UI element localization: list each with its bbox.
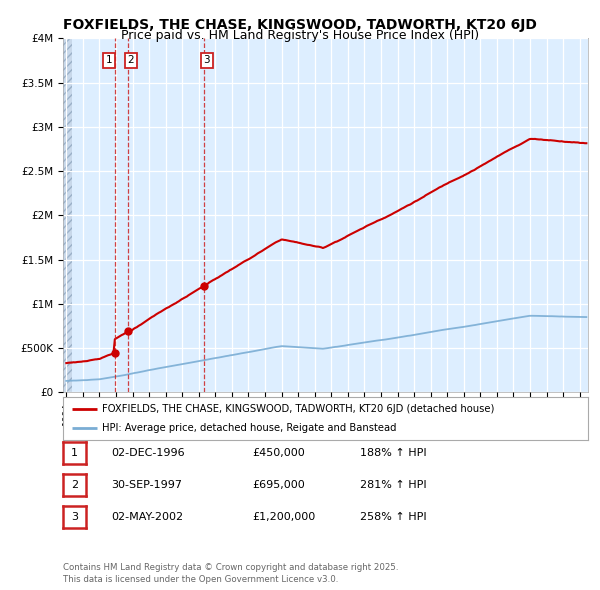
Text: 3: 3	[203, 55, 210, 65]
Text: 2: 2	[71, 480, 78, 490]
Text: 02-DEC-1996: 02-DEC-1996	[111, 448, 185, 458]
Bar	[63, 38, 72, 392]
Text: 30-SEP-1997: 30-SEP-1997	[111, 480, 182, 490]
Text: 188% ↑ HPI: 188% ↑ HPI	[360, 448, 427, 458]
Text: FOXFIELDS, THE CHASE, KINGSWOOD, TADWORTH, KT20 6JD (detached house): FOXFIELDS, THE CHASE, KINGSWOOD, TADWORT…	[103, 404, 495, 414]
Text: 258% ↑ HPI: 258% ↑ HPI	[360, 512, 427, 522]
Text: £450,000: £450,000	[252, 448, 305, 458]
Text: FOXFIELDS, THE CHASE, KINGSWOOD, TADWORTH, KT20 6JD: FOXFIELDS, THE CHASE, KINGSWOOD, TADWORT…	[63, 18, 537, 32]
Text: 1: 1	[71, 448, 78, 458]
Text: £695,000: £695,000	[252, 480, 305, 490]
Text: HPI: Average price, detached house, Reigate and Banstead: HPI: Average price, detached house, Reig…	[103, 423, 397, 433]
Text: 1: 1	[106, 55, 112, 65]
Text: 3: 3	[71, 512, 78, 522]
Text: 2: 2	[128, 55, 134, 65]
Text: Price paid vs. HM Land Registry's House Price Index (HPI): Price paid vs. HM Land Registry's House …	[121, 30, 479, 42]
Text: £1,200,000: £1,200,000	[252, 512, 315, 522]
Text: 281% ↑ HPI: 281% ↑ HPI	[360, 480, 427, 490]
Text: 02-MAY-2002: 02-MAY-2002	[111, 512, 183, 522]
Text: Contains HM Land Registry data © Crown copyright and database right 2025.
This d: Contains HM Land Registry data © Crown c…	[63, 563, 398, 584]
